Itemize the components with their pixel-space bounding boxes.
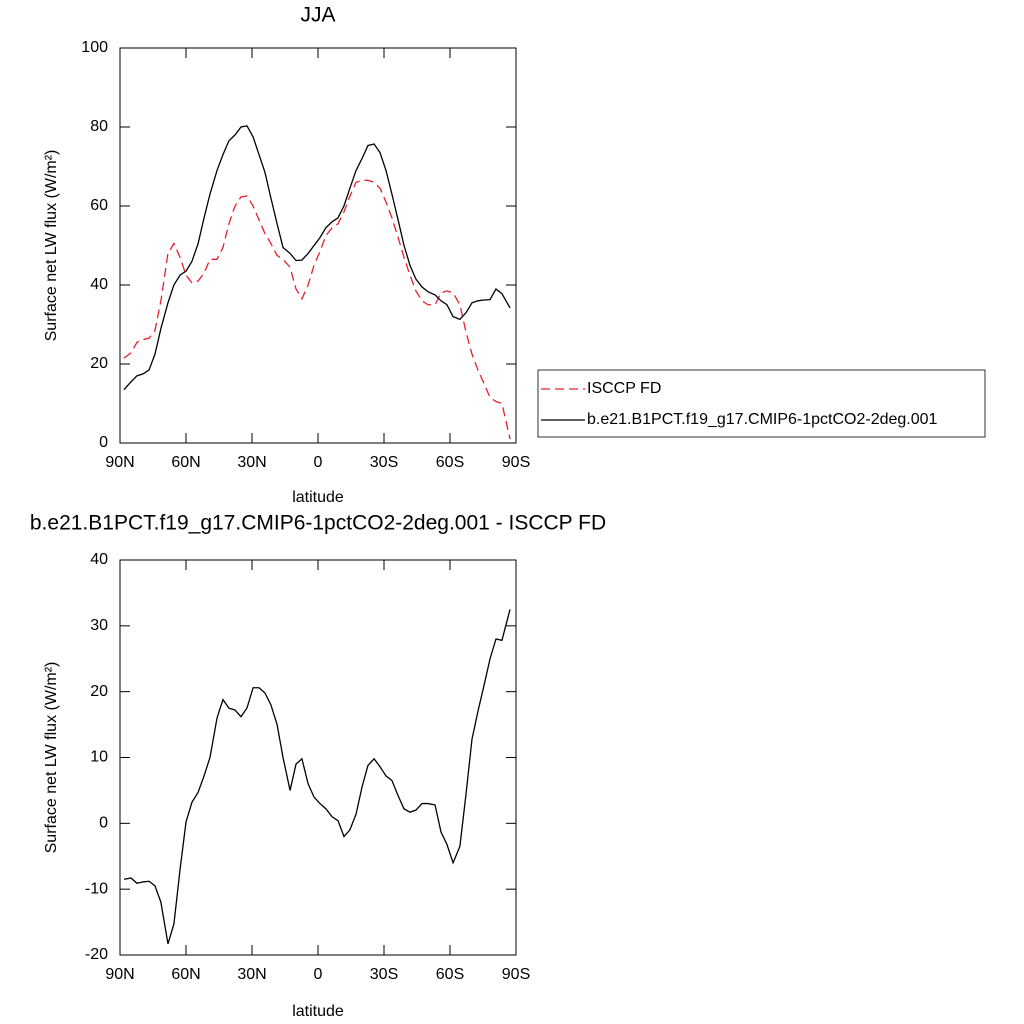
x-tick-label: 90S [502, 966, 530, 983]
y-tick-label: 80 [90, 118, 108, 135]
y-tick-label: -20 [85, 946, 108, 963]
plot-frame [119, 559, 517, 956]
x-tick-label: 90N [105, 966, 134, 983]
y-tick-label: 40 [90, 551, 108, 568]
data-line [123, 125, 511, 391]
x-tick-label: 30N [237, 454, 266, 471]
x-tick-label: 30S [370, 454, 398, 471]
x-axis-label: latitude [292, 1003, 344, 1020]
legend-label: b.e21.B1PCT.f19_g17.CMIP6-1pctCO2-2deg.0… [587, 411, 938, 428]
x-tick-label: 90S [502, 454, 530, 471]
x-tick-label: 60S [436, 454, 464, 471]
x-tick-label: 90N [105, 454, 134, 471]
chart-title: b.e21.B1PCT.f19_g17.CMIP6-1pctCO2-2deg.0… [30, 512, 606, 535]
x-tick-label: 0 [314, 454, 323, 471]
chart-title: JJA [300, 4, 335, 27]
x-axis-label: latitude [292, 489, 344, 506]
x-tick-label: 60S [436, 966, 464, 983]
y-tick-label: 20 [90, 683, 108, 700]
legend-label: ISCCP FD [587, 380, 661, 397]
y-tick-label: 100 [81, 39, 108, 56]
data-line [123, 179, 511, 440]
x-tick-label: 30S [370, 966, 398, 983]
x-tick-label: 0 [314, 966, 323, 983]
y-tick-label: 60 [90, 197, 108, 214]
y-tick-label: 30 [90, 617, 108, 634]
data-line [123, 609, 511, 944]
x-tick-label: 60N [171, 966, 200, 983]
plot-frame [119, 47, 517, 444]
y-axis-label: Surface net LW flux (W/m²) [43, 150, 60, 342]
y-tick-label: 0 [99, 434, 108, 451]
y-axis-label: Surface net LW flux (W/m²) [43, 662, 60, 854]
y-tick-label: 20 [90, 355, 108, 372]
y-tick-label: 10 [90, 749, 108, 766]
y-tick-label: -10 [85, 880, 108, 897]
legend-frame [537, 369, 986, 438]
y-tick-label: 40 [90, 276, 108, 293]
x-tick-label: 60N [171, 454, 200, 471]
x-tick-label: 30N [237, 966, 266, 983]
y-tick-label: 0 [99, 815, 108, 832]
